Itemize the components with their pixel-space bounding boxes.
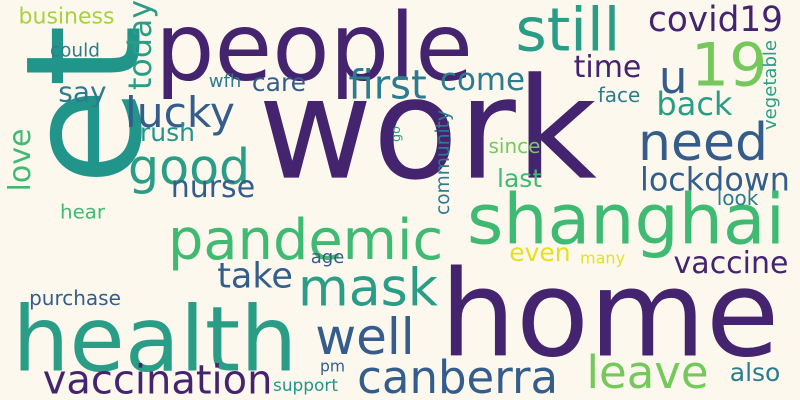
word-vaccine: vaccine [673, 245, 789, 281]
word-last: last [497, 163, 543, 193]
word-pandemic: pandemic [168, 207, 444, 273]
word-community: community [431, 110, 454, 215]
word-many: many [580, 248, 626, 268]
word-say: say [58, 75, 107, 109]
word-since: since [488, 134, 541, 158]
word-love: love [2, 128, 38, 192]
word-come: come [440, 61, 526, 98]
word-face: face [597, 83, 641, 107]
word-business: business [18, 3, 115, 29]
word-age: age [310, 246, 345, 268]
word-hear: hear [60, 200, 106, 224]
word-lockdown: lockdown [640, 160, 790, 198]
word-go: go [387, 126, 403, 142]
word-good: good [128, 138, 251, 196]
word-could: could [50, 39, 100, 61]
word-work: work [258, 47, 597, 212]
word-first: first [348, 61, 427, 109]
word-pm: pm [320, 356, 345, 376]
word-wfh: wfh [208, 70, 242, 92]
word-also: also [729, 357, 781, 387]
word-purchase: purchase [29, 286, 121, 310]
word-still: still [515, 0, 621, 65]
word-leave: leave [586, 345, 709, 399]
word-even: even [509, 237, 571, 267]
word-today: today [121, 0, 159, 91]
word-vegetable: vegetable [759, 40, 781, 130]
word-vaccination: vaccination [42, 356, 273, 400]
word-support: support [273, 375, 338, 395]
word-canberra: canberra [357, 350, 559, 400]
word-shanghai: shanghai [467, 178, 786, 261]
word-rush: rush [140, 117, 195, 147]
word-care: care [251, 67, 307, 97]
word-need: need [638, 111, 768, 173]
word-u: u [658, 50, 688, 104]
word-back: back [656, 85, 733, 123]
word-well: well [315, 307, 415, 366]
word-time: time [573, 49, 642, 85]
word-nurse: nurse [170, 169, 256, 205]
word-mask: mask [298, 257, 438, 319]
word-19: 19 [690, 29, 768, 100]
word-people: people [155, 0, 473, 102]
word-home: home [440, 244, 780, 385]
word-take: take [217, 254, 293, 296]
word-health: health [12, 286, 298, 393]
word-look: look [716, 186, 759, 210]
word-lucky: lucky [125, 87, 235, 138]
word-covid19: covid19 [648, 0, 783, 40]
